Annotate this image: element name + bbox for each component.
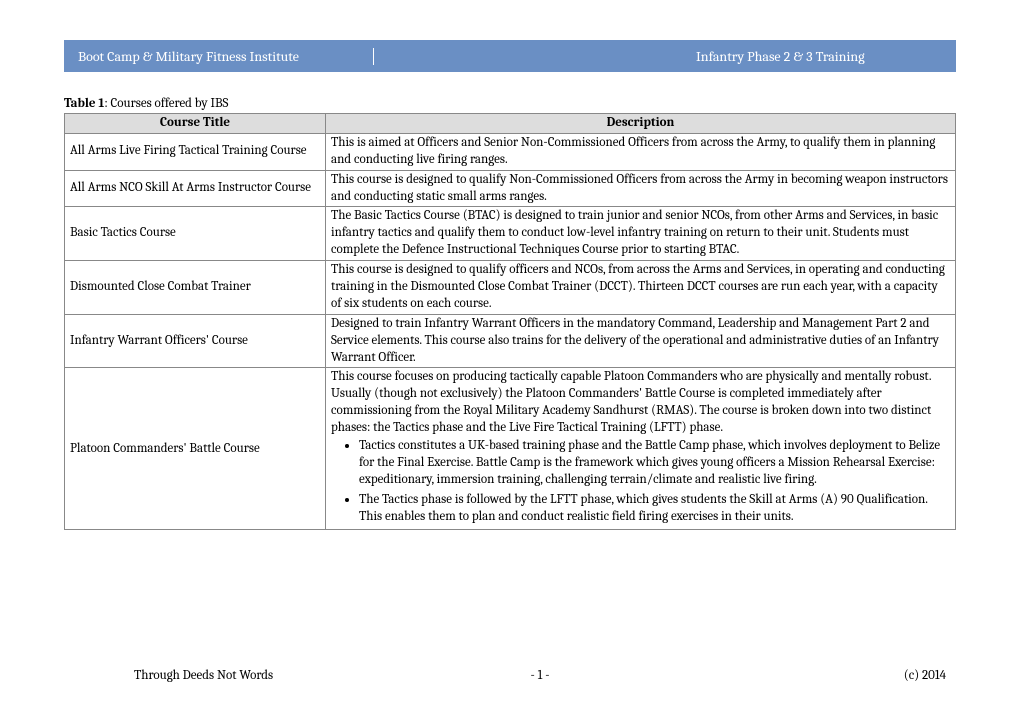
list-item: Tactics constitutes a UK-based training … [359, 438, 950, 489]
course-title-cell: Platoon Commanders' Battle Course [65, 368, 326, 530]
table-row: Dismounted Close Combat Trainer This cou… [65, 261, 956, 315]
table-row: All Arms Live Firing Tactical Training C… [65, 133, 956, 170]
list-item: The Tactics phase is followed by the LFT… [359, 492, 950, 526]
col-header-title: Course Title [65, 114, 326, 134]
header-right: Infantry Phase 2 & 3 Training [656, 48, 956, 65]
header-band: Boot Camp & Military Fitness Institute I… [64, 40, 956, 72]
footer-center: - 1 - [405, 668, 676, 683]
table-row: Basic Tactics Course The Basic Tactics C… [65, 207, 956, 261]
table-row: Infantry Warrant Officers' Course Design… [65, 314, 956, 368]
course-title-cell: Infantry Warrant Officers' Course [65, 314, 326, 368]
course-desc-cell: This is aimed at Officers and Senior Non… [326, 133, 956, 170]
footer-left: Through Deeds Not Words [64, 668, 405, 683]
caption-text: : Courses offered by IBS [104, 96, 228, 111]
course-desc-intro: This course focuses on producing tactica… [331, 369, 931, 435]
course-title-cell: All Arms Live Firing Tactical Training C… [65, 133, 326, 170]
table-header-row: Course Title Description [65, 114, 956, 134]
page-footer: Through Deeds Not Words - 1 - (c) 2014 [64, 668, 956, 683]
caption-label: Table 1 [64, 96, 104, 111]
table-row: Platoon Commanders' Battle Course This c… [65, 368, 956, 530]
courses-table: Course Title Description All Arms Live F… [64, 113, 956, 530]
course-desc-cell: This course is designed to qualify Non-C… [326, 170, 956, 207]
course-title-cell: Dismounted Close Combat Trainer [65, 261, 326, 315]
course-desc-cell: Designed to train Infantry Warrant Offic… [326, 314, 956, 368]
table-row: All Arms NCO Skill At Arms Instructor Co… [65, 170, 956, 207]
page: Boot Camp & Military Fitness Institute I… [0, 0, 1020, 721]
header-left: Boot Camp & Military Fitness Institute [64, 48, 374, 65]
col-header-description: Description [326, 114, 956, 134]
footer-right: (c) 2014 [675, 668, 956, 683]
course-title-cell: Basic Tactics Course [65, 207, 326, 261]
course-desc-cell: This course is designed to qualify offic… [326, 261, 956, 315]
course-desc-cell: The Basic Tactics Course (BTAC) is desig… [326, 207, 956, 261]
table-caption: Table 1: Courses offered by IBS [64, 96, 956, 111]
course-desc-cell: This course focuses on producing tactica… [326, 368, 956, 530]
course-desc-bullets: Tactics constitutes a UK-based training … [359, 438, 950, 525]
course-title-cell: All Arms NCO Skill At Arms Instructor Co… [65, 170, 326, 207]
